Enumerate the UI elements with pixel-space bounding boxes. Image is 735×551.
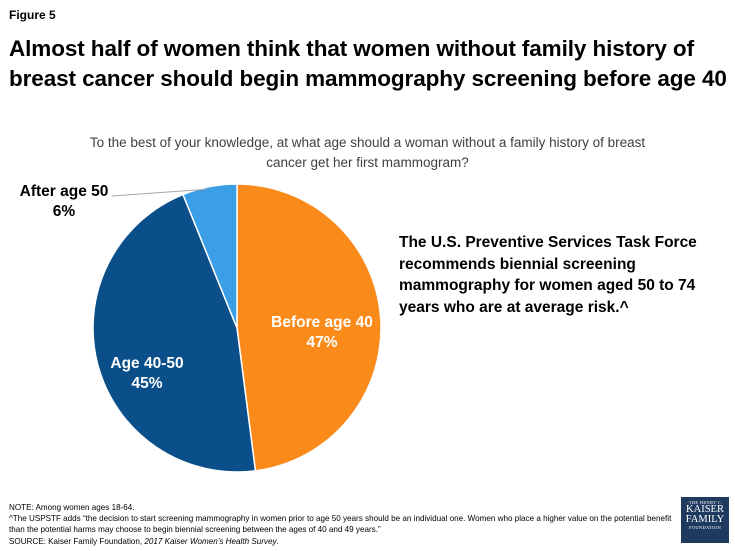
source-title: 2017 Kaiser Women’s Health Survey — [144, 536, 277, 546]
logo-line-3: FAMILY — [685, 514, 725, 525]
logo-line-1: THE HENRY J. — [688, 500, 722, 505]
pie-slice-age-40-50 — [92, 193, 257, 473]
source-suffix: . — [276, 536, 279, 546]
footnotes: NOTE: Among women ages 18-64. ^The USPST… — [9, 502, 679, 547]
logo-line-2: KAISER — [686, 504, 724, 515]
slice-value-label: 47% — [306, 334, 337, 351]
source-text: SOURCE: Kaiser Family Foundation, 2017 K… — [9, 536, 679, 547]
slice-label: Before age 40 — [271, 314, 373, 331]
logo-line-4: FOUNDATION — [689, 525, 721, 530]
figure-label: Figure 5 — [9, 8, 56, 22]
uspstf-callout: The U.S. Preventive Services Task Force … — [399, 234, 697, 316]
slice-value-label: 6% — [53, 203, 76, 220]
note-text: NOTE: Among women ages 18-64. — [9, 503, 135, 512]
chart-title: Almost half of women think that women wi… — [9, 36, 727, 91]
leader-line — [111, 188, 208, 197]
footnote-text: ^The USPSTF adds “the decision to start … — [9, 514, 672, 535]
pie-slice-before-age-40 — [236, 183, 382, 472]
kff-logo: THE HENRY J. KAISER FAMILY FOUNDATION — [681, 497, 729, 543]
pie-slice-after-age-50 — [181, 183, 238, 329]
slice-label: Age 40-50 — [110, 355, 183, 372]
slice-label: After age 50 — [20, 183, 109, 200]
slice-value-label: 45% — [131, 375, 162, 392]
source-prefix: SOURCE: Kaiser Family Foundation, — [9, 536, 145, 546]
survey-question: To the best of your knowledge, at what a… — [89, 135, 646, 170]
